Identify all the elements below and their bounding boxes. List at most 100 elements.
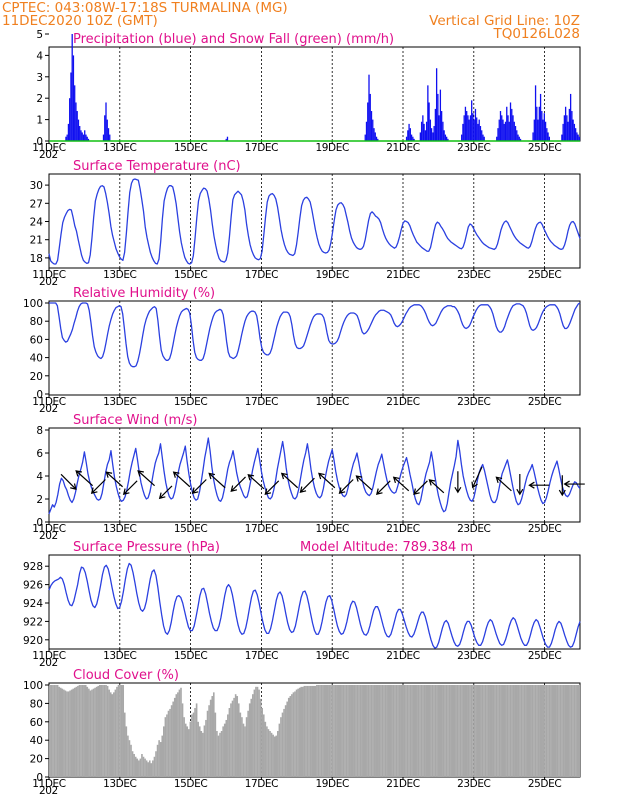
cloud-bar — [223, 723, 226, 777]
cloud-bar — [508, 685, 510, 777]
cloud-bar — [401, 685, 404, 777]
precip-bar — [375, 136, 378, 141]
cloud-bar — [120, 685, 123, 777]
precip-bar — [566, 115, 568, 141]
precip-bar — [507, 115, 509, 141]
cloud-bar — [141, 754, 143, 777]
cloud-bar — [308, 685, 310, 777]
cloud-bar — [465, 685, 468, 777]
cloud-bar — [109, 692, 112, 777]
wind-arrow — [355, 475, 373, 491]
wind-x-tick-label: 15DEC — [174, 523, 207, 535]
header-location: CPTEC: 043:08W-17:18S TURMALINA (MG) — [2, 0, 288, 16]
precip-x-tick-label: 19DEC — [315, 142, 348, 154]
precip-bar — [571, 111, 573, 141]
precip-bar — [577, 134, 579, 141]
cloud-bar — [177, 692, 179, 777]
cloud-bar — [61, 688, 64, 777]
cloud-bar — [214, 712, 217, 777]
precip-bar — [365, 121, 368, 141]
precip-bar — [536, 106, 538, 141]
temp-x-tick-label: 15DEC — [174, 269, 207, 281]
cloud-bar — [63, 689, 65, 777]
precip-bar — [447, 138, 449, 141]
wind-x-tick-label: 21DEC — [386, 523, 419, 535]
cloud-bar — [189, 721, 192, 777]
rh-y-tick-label: 80 — [30, 316, 43, 328]
cloud-panel: 11DEC 13DEC 15DEC 17DEC 19DEC 21DEC 23DEC 25DEC… — [23, 668, 581, 797]
cloud-bar — [258, 689, 260, 777]
cloud-bar — [533, 685, 535, 777]
precip-bar — [102, 134, 105, 141]
cloud-bar — [473, 685, 476, 777]
precip-bar — [444, 134, 447, 141]
cloud-bar — [222, 726, 224, 777]
cloud-bar — [198, 726, 201, 777]
precip-bar — [479, 126, 482, 141]
precip-bar — [407, 130, 409, 141]
cloud-bar — [416, 685, 418, 777]
cloud-bar — [483, 685, 485, 777]
cloud-bar — [337, 685, 340, 777]
rh-y-tick-label: 100 — [23, 298, 43, 310]
precip-bar — [419, 132, 422, 141]
cloud-y-tick-label: 100 — [23, 680, 43, 692]
precip-y-tick-label: 2 — [36, 93, 43, 105]
cloud-bar — [312, 685, 315, 777]
precip-bar — [65, 136, 67, 141]
cloud-bar — [287, 697, 290, 777]
cloud-bar — [353, 685, 356, 777]
cloud-bar — [512, 685, 515, 777]
cloud-bar — [394, 685, 396, 777]
cloud-bar — [494, 685, 496, 777]
precip-y-tick-label: 1 — [36, 115, 43, 127]
precip-bar — [508, 121, 510, 141]
rh-panel-title: Relative Humidity (%) — [73, 286, 215, 301]
cloud-bar — [369, 685, 371, 777]
precip-bar — [427, 85, 429, 141]
cloud-bar — [387, 685, 390, 777]
cloud-bar — [373, 685, 376, 777]
precip-bar — [543, 113, 545, 141]
temp-y-tick-label: 27 — [30, 198, 43, 210]
wind-arrow — [105, 471, 123, 488]
wind-x-tick-label: 13DEC — [103, 523, 136, 535]
precip-x-tick-label: 17DEC — [245, 142, 278, 154]
cloud-bar — [367, 685, 370, 777]
precip-bar — [483, 136, 485, 141]
cloud-bar — [242, 723, 245, 777]
precip-bar — [506, 106, 508, 141]
cloud-bar — [408, 685, 410, 777]
precip-bar — [547, 132, 549, 141]
precip-bar — [440, 111, 443, 141]
precip-bar — [548, 136, 550, 141]
cloud-bar — [534, 685, 537, 777]
wind-arrow — [318, 472, 336, 489]
cloud-bar — [181, 703, 184, 777]
temp-x-tick-label: 11DEC — [32, 269, 65, 281]
cloud-bar — [305, 685, 307, 777]
cloud-bar — [152, 760, 154, 777]
cloud-bar — [72, 688, 75, 777]
cloud-bar — [73, 687, 76, 777]
cloud-bar — [431, 685, 434, 777]
cloud-x-tick-label: 15DEC — [174, 778, 207, 790]
precip-x-year-label: 202 — [39, 149, 58, 161]
precip-bar — [544, 121, 547, 141]
cloud-bar — [309, 685, 312, 777]
pres-y-tick-label: 926 — [23, 580, 43, 592]
cloud-bar — [464, 685, 467, 777]
precip-bar — [564, 106, 567, 141]
cloud-bar — [105, 685, 107, 777]
precip-bar — [72, 55, 75, 141]
cloud-bar — [69, 690, 71, 777]
cloud-bar — [409, 685, 412, 777]
cloud-bar — [237, 703, 240, 777]
cloud-bar — [286, 701, 288, 777]
cloud-bar — [228, 708, 231, 777]
cloud-bar — [526, 685, 529, 777]
cloud-bar — [426, 685, 429, 777]
cloud-bar — [480, 685, 482, 777]
cloud-bar — [264, 721, 267, 777]
cloud-bar — [297, 688, 299, 777]
